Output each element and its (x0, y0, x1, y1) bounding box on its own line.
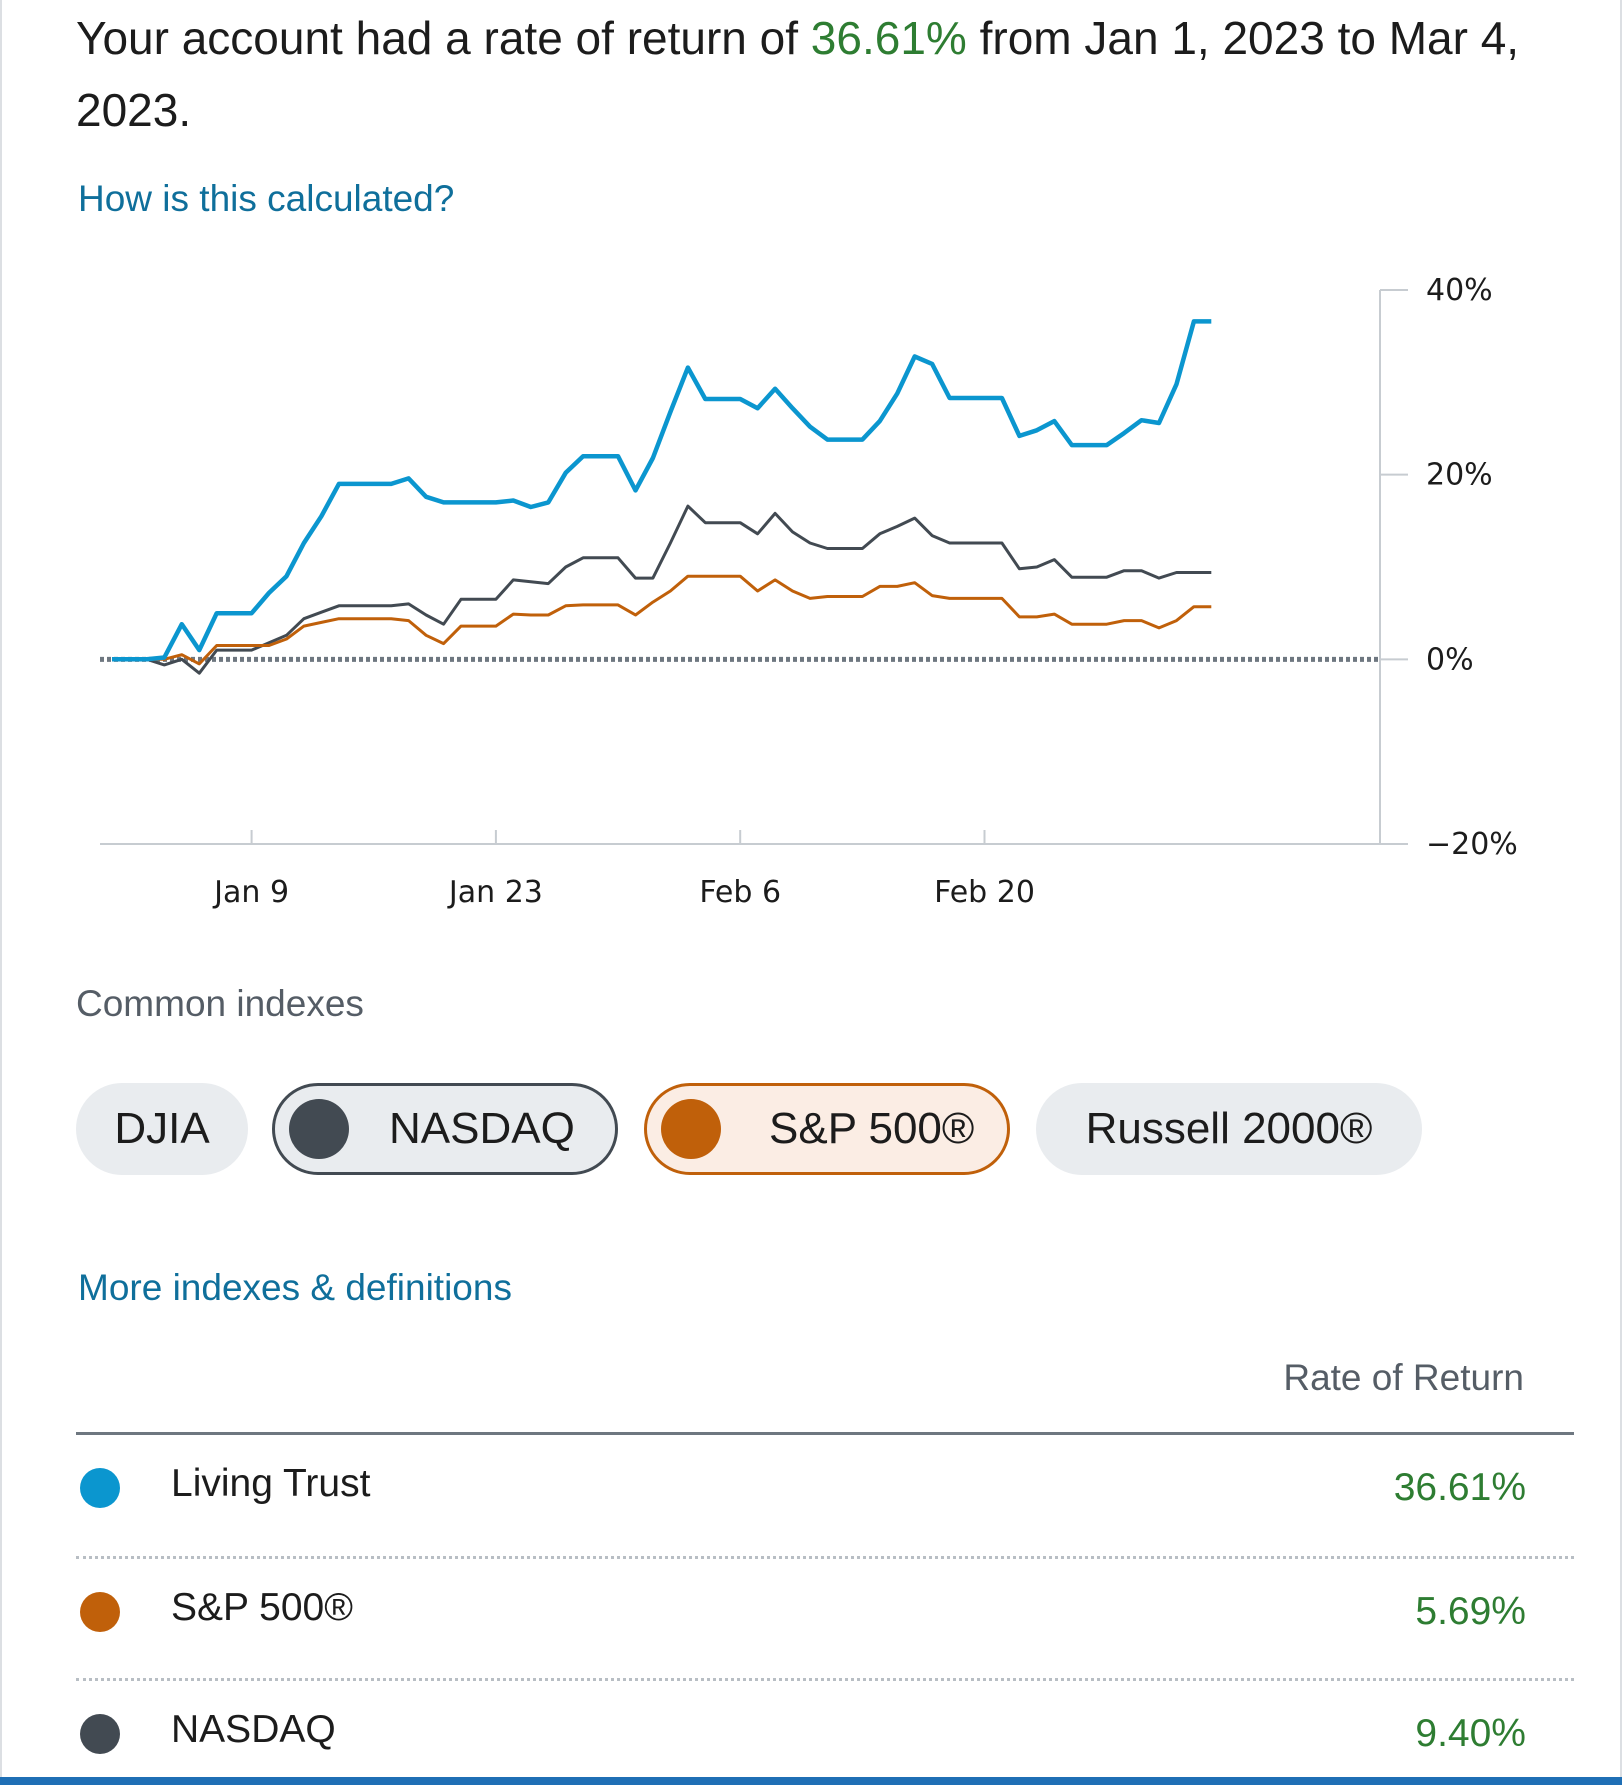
nasdaq-chip[interactable]: NASDAQ (272, 1083, 618, 1175)
x-tick-label: Feb 20 (934, 875, 1035, 910)
y-tick-label: 20% (1426, 458, 1493, 493)
table-header-divider (76, 1432, 1574, 1435)
x-tick-label: Jan 9 (212, 875, 289, 910)
row-name: NASDAQ (171, 1708, 336, 1751)
chart-tick-labels: 40% 20% 0% −20% Jan 9 Jan 23 Feb 6 Feb 20 (212, 273, 1518, 910)
x-tick-label: Jan 23 (447, 875, 543, 910)
table-row: NASDAQ 9.40% (76, 1684, 1574, 1784)
series-line-living-trust (112, 319, 1212, 662)
djia-chip-label: DJIA (114, 1104, 210, 1153)
sp500-row-color-dot (80, 1592, 120, 1632)
left-frame-border (0, 0, 2, 1785)
common-indexes-label: Common indexes (76, 983, 364, 1024)
row-value: 5.69% (1415, 1590, 1526, 1633)
rate-of-return-column-header: Rate of Return (1283, 1357, 1524, 1398)
sp500-color-dot (661, 1099, 721, 1159)
performance-chart: 40% 20% 0% −20% Jan 9 Jan 23 Feb 6 Feb 20 (100, 273, 1518, 910)
nasdaq-chip-label: NASDAQ (389, 1104, 575, 1153)
y-tick-label: 0% (1426, 642, 1474, 677)
russell-chip-label: Russell 2000® (1085, 1104, 1373, 1153)
y-tick-label: 40% (1426, 273, 1493, 308)
row-value: 36.61% (1393, 1466, 1526, 1509)
djia-chip[interactable]: DJIA (76, 1083, 248, 1175)
russell-2000-chip[interactable]: Russell 2000® (1036, 1083, 1422, 1175)
living-trust-color-dot (80, 1468, 120, 1508)
sp500-chip-label: S&P 500® (769, 1104, 975, 1153)
rate-of-return-headline: Your account had a rate of return of 36.… (76, 2, 1576, 146)
row-divider (76, 1678, 1574, 1681)
table-row: Living Trust 36.61% (76, 1438, 1574, 1538)
chart-axes (100, 289, 1408, 845)
series-line-s-p-500- (112, 574, 1212, 666)
bottom-accent-bar (0, 1777, 1622, 1785)
series-line-nasdaq (112, 504, 1212, 675)
row-name: Living Trust (171, 1462, 371, 1505)
row-value: 9.40% (1415, 1712, 1526, 1755)
how-is-this-calculated-link[interactable]: How is this calculated? (78, 178, 455, 219)
x-tick-label: Feb 6 (699, 875, 781, 910)
nasdaq-row-color-dot (80, 1714, 120, 1754)
sp500-chip[interactable]: S&P 500® (644, 1083, 1010, 1175)
chart-series (112, 319, 1212, 675)
headline-prefix: Your account had a rate of return of (76, 12, 811, 64)
row-divider (76, 1556, 1574, 1559)
headline-suffix: from Jan 1, 2023 to Mar 4, 2023. (76, 12, 1520, 136)
headline-rate: 36.61% (810, 12, 967, 64)
more-indexes-link[interactable]: More indexes & definitions (78, 1267, 512, 1308)
right-frame-border (1620, 0, 1622, 1785)
y-tick-label: −20% (1426, 827, 1518, 862)
table-row: S&P 500® 5.69% (76, 1562, 1574, 1662)
row-name: S&P 500® (171, 1586, 353, 1629)
nasdaq-color-dot (289, 1099, 349, 1159)
